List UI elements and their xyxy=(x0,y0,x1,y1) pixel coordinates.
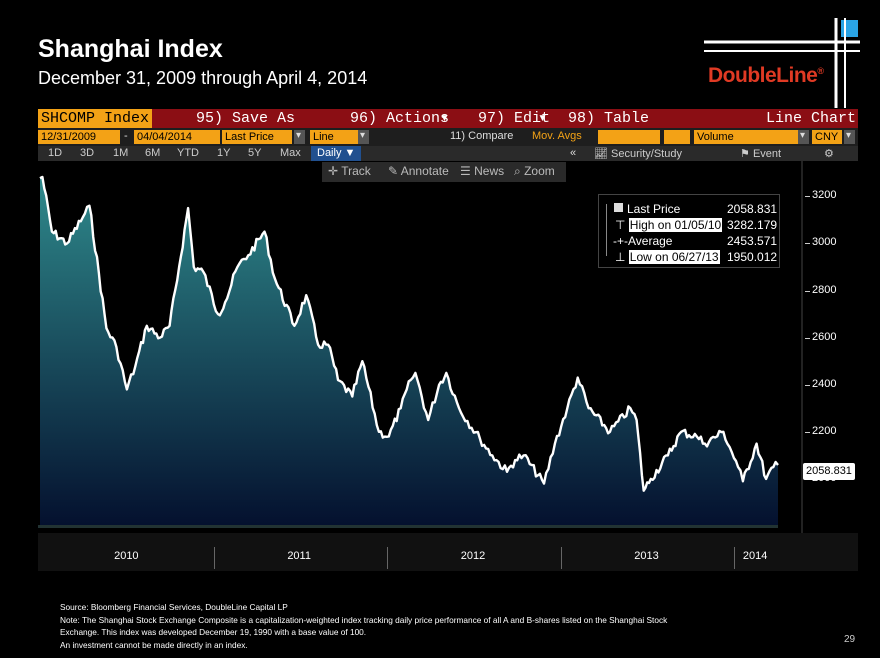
price-area xyxy=(40,177,778,527)
source-note: Source: Bloomberg Financial Services, Do… xyxy=(60,602,288,612)
x-year-separator xyxy=(213,547,215,569)
settings-gear-icon[interactable]: ⚙ xyxy=(824,148,834,160)
volume-select[interactable]: Volume xyxy=(694,130,798,144)
y-tick-label: 3000 xyxy=(812,236,837,249)
y-tick xyxy=(805,290,810,292)
chart-type-label: Line Chart xyxy=(766,110,857,127)
x-tick-label: 2010 xyxy=(114,550,139,562)
logo: DoubleLine® xyxy=(708,64,824,87)
edit-button[interactable]: 97) Edit xyxy=(478,110,551,127)
y-tick-label: 2400 xyxy=(812,377,837,390)
frequency-select[interactable]: Daily ▼ xyxy=(311,146,362,161)
save-as-button[interactable]: 95) Save As xyxy=(196,110,296,127)
footnotes: Source: Bloomberg Financial Services, Do… xyxy=(60,601,820,651)
y-tick xyxy=(805,431,810,433)
end-date-field[interactable]: 04/04/2014 xyxy=(134,130,220,144)
legend-value-average: 2453.571 xyxy=(727,234,778,248)
x-tick-label: 2014 xyxy=(742,550,768,562)
legend-label-average: -+-Average xyxy=(613,234,673,248)
y-tick-label: 2200 xyxy=(812,424,837,437)
annotate-button[interactable]: ✎ Annotate xyxy=(388,164,449,178)
y-tick-label: 2600 xyxy=(812,330,837,343)
y-tick xyxy=(805,243,810,245)
pencil-icon: ✎ xyxy=(388,164,399,178)
legend-value-high: 3282.179 xyxy=(727,218,778,232)
currency-dropdown-icon[interactable] xyxy=(844,130,855,144)
last-price-tag: 2058.831 xyxy=(803,463,855,480)
volume-strip xyxy=(38,525,778,528)
page-title: Shanghai Index xyxy=(38,35,223,63)
period-max[interactable]: Max xyxy=(280,147,301,159)
period-3d[interactable]: 3D xyxy=(80,147,95,159)
chart-icon: 📈︎ xyxy=(594,148,608,160)
period-1d[interactable]: 1D xyxy=(48,147,63,159)
period-1m[interactable]: 1M xyxy=(113,147,129,159)
legend-value-low: 1950.012 xyxy=(727,250,778,264)
x-year-separator xyxy=(386,547,388,569)
study-slot-2[interactable] xyxy=(664,130,690,144)
zoom-button[interactable]: ⌕ Zoom xyxy=(514,164,555,178)
period-1y[interactable]: 1Y xyxy=(217,147,231,159)
x-tick-label: 2013 xyxy=(634,550,659,562)
currency-select[interactable]: CNY xyxy=(812,130,842,144)
x-tick-label: 2012 xyxy=(460,550,486,562)
mov-avgs-button[interactable]: Mov. Avgs xyxy=(532,130,582,142)
track-button[interactable]: ✛ Track xyxy=(328,164,371,178)
period-ytd[interactable]: YTD xyxy=(177,147,199,159)
period-5y[interactable]: 5Y xyxy=(248,147,262,159)
crosshair-icon: ✛ xyxy=(328,164,339,178)
style-dropdown-icon[interactable] xyxy=(358,130,369,144)
magnifier-icon: ⌕ xyxy=(514,164,521,178)
collapse-icon[interactable]: « xyxy=(570,147,577,159)
legend-label-high: ⊤ High on 01/05/10 xyxy=(615,218,723,232)
function-bar: SHCOMP Index 95) Save As 96) Actions ▾ 9… xyxy=(38,109,858,128)
security-study-button[interactable]: 📈︎ Security/Study xyxy=(594,148,682,160)
volume-dropdown-icon[interactable] xyxy=(798,130,809,144)
legend-label-low: ⊥ Low on 06/27/13 xyxy=(615,250,720,264)
index-note-cont: Exchange. This index was developed Decem… xyxy=(60,627,367,637)
edit-chevron-icon[interactable]: ▾ xyxy=(538,110,548,127)
field-select[interactable]: Last Price xyxy=(222,130,292,144)
page-subtitle: December 31, 2009 through April 4, 2014 xyxy=(38,68,368,88)
x-year-separator xyxy=(560,547,562,569)
y-tick xyxy=(805,337,810,339)
page-number: 29 xyxy=(844,634,856,645)
actions-button[interactable]: 96) Actions xyxy=(350,110,450,127)
event-button[interactable]: ⚑ Event xyxy=(740,148,782,160)
index-note: Note: The Shanghai Stock Exchange Compos… xyxy=(60,614,668,625)
news-button[interactable]: ☰ News xyxy=(460,164,505,178)
disclaimer-note: An investment cannot be made directly in… xyxy=(60,639,248,650)
news-icon: ☰ xyxy=(460,164,471,178)
legend-value-last: 2058.831 xyxy=(727,202,778,216)
actions-chevron-icon[interactable]: ▾ xyxy=(440,110,450,127)
ticker-field[interactable]: SHCOMP Index xyxy=(38,109,153,128)
chart-tools: ✛ Track ✎ Annotate ☰ News ⌕ Zoom xyxy=(322,162,566,182)
y-tick-label: 2800 xyxy=(812,283,837,296)
chart-legend[interactable]: Last Price 2058.831 ⊤ High on 01/05/10 3… xyxy=(598,194,780,268)
y-tick-label: 3200 xyxy=(812,189,837,202)
logo-lines xyxy=(704,18,860,108)
legend-label-last: Last Price xyxy=(627,202,681,216)
flag-icon: ⚑ xyxy=(740,148,750,160)
settings-bar: 12/31/2009 - 04/04/2014 Last Price Line … xyxy=(38,128,858,146)
period-6m[interactable]: 6M xyxy=(145,147,161,159)
date-dash: - xyxy=(124,130,128,142)
start-date-field[interactable]: 12/31/2009 xyxy=(38,130,120,144)
x-axis: 2010 2011 2012 2013 2014 xyxy=(38,533,858,571)
y-tick xyxy=(805,196,810,198)
study-slot-1[interactable] xyxy=(598,130,660,144)
table-button[interactable]: 98) Table xyxy=(568,110,650,127)
period-bar: 1D 3D 1M 6M YTD 1Y 5Y Max Daily ▼ « 📈︎ S… xyxy=(38,146,858,161)
price-line xyxy=(39,175,779,492)
field-dropdown-icon[interactable] xyxy=(294,130,305,144)
style-select[interactable]: Line xyxy=(310,130,358,144)
x-tick-label: 2011 xyxy=(287,550,311,562)
compare-button[interactable]: 11) Compare xyxy=(450,130,514,142)
last-price-swatch xyxy=(614,203,623,212)
y-tick xyxy=(805,384,810,386)
x-year-separator xyxy=(733,547,735,569)
logo-square xyxy=(841,20,858,37)
